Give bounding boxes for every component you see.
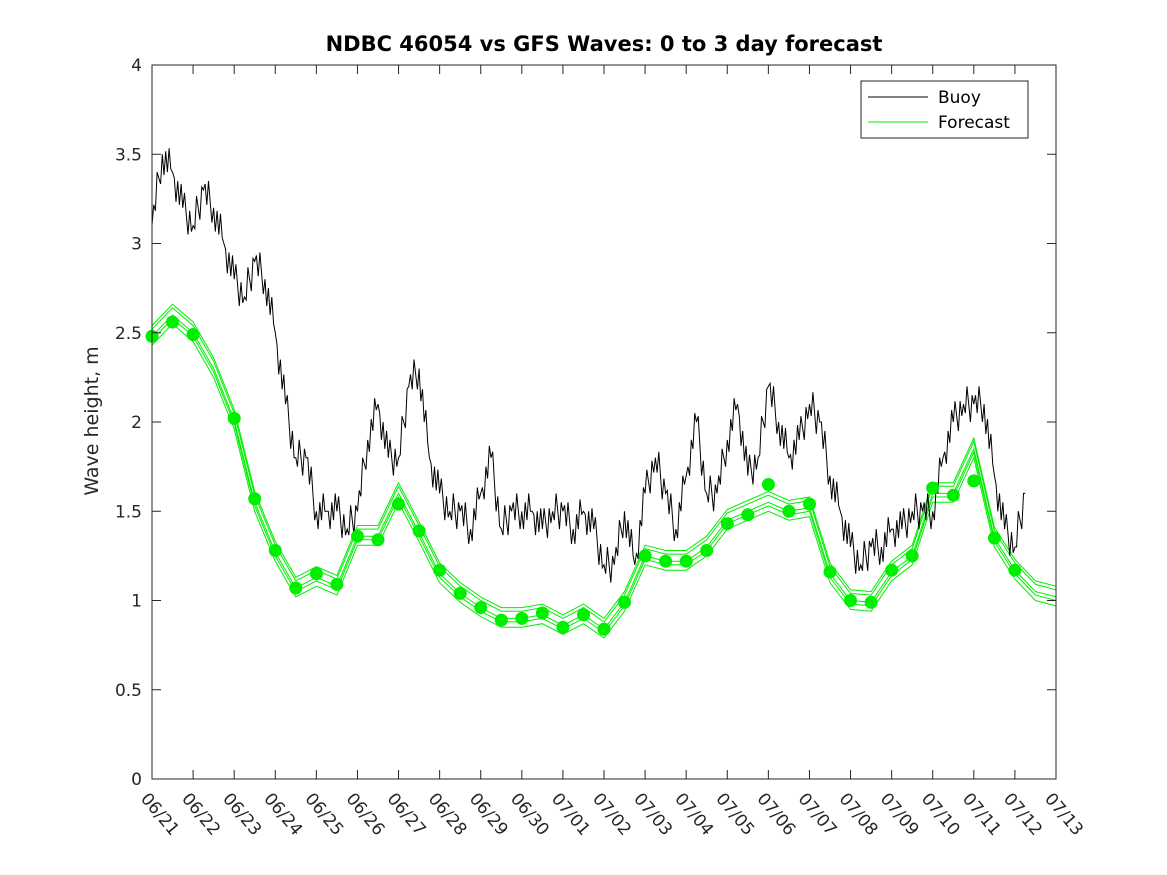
forecast-marker — [905, 549, 919, 563]
forecast-marker — [474, 601, 488, 615]
forecast-marker — [186, 328, 200, 341]
forecast-marker — [761, 478, 775, 491]
forecast-line-1 — [151, 307, 1057, 623]
forecast-marker — [597, 622, 611, 636]
legend-box — [860, 80, 1029, 139]
forecast-marker — [946, 488, 960, 502]
forecast-marker — [967, 474, 981, 488]
forecast-marker — [885, 563, 899, 577]
y-tick-label: 4 — [131, 56, 142, 76]
forecast-marker — [412, 524, 426, 538]
forecast-marker — [371, 533, 385, 547]
plot-area: 00.511.522.533.54 06/2106/2206/2306/2406… — [115, 56, 1087, 840]
y-tick-label: 0.5 — [115, 681, 142, 701]
forecast-marker — [433, 563, 447, 577]
y-axis: 0 0.5 1 1.5 2 2.5 3 3.5 4 — [115, 56, 1056, 790]
forecast-marker — [268, 544, 282, 557]
y-tick-label: 1.5 — [115, 502, 142, 522]
y-tick-label: 0 — [131, 770, 142, 790]
y-tick-label: 2 — [131, 413, 142, 433]
forecast-marker — [577, 608, 590, 622]
chart-title: NDBC 46054 vs GFS Waves: 0 to 3 day fore… — [326, 32, 883, 56]
forecast-marker — [618, 595, 631, 609]
forecast-marker — [494, 613, 508, 627]
forecast-marker — [926, 481, 940, 495]
forecast-marker — [556, 620, 570, 634]
forecast-marker — [227, 411, 241, 425]
plot-background — [152, 65, 1056, 779]
forecast-marker — [330, 577, 344, 591]
forecast-marker — [803, 497, 816, 511]
forecast-line-4 — [151, 303, 1057, 620]
series-layer — [145, 148, 1057, 639]
forecast-marker — [987, 531, 1001, 545]
y-tick-label: 3.5 — [115, 145, 142, 165]
forecast-marker — [741, 508, 755, 522]
y-tick-label: 2.5 — [115, 324, 142, 344]
forecast-marker — [844, 594, 857, 607]
forecast-marker — [782, 504, 796, 518]
legend-label-forecast: Forecast — [938, 113, 1010, 133]
forecast-marker — [289, 581, 303, 595]
forecast-marker — [720, 517, 734, 531]
legend-label-buoy: Buoy — [938, 88, 981, 108]
forecast-line-0 — [151, 323, 1057, 639]
y-axis-label: Wave height, m — [81, 346, 103, 495]
forecast-marker — [392, 497, 405, 511]
forecast-marker — [638, 549, 652, 563]
forecast-marker — [351, 529, 364, 543]
y-tick-label: 1 — [131, 592, 142, 612]
forecast-marker — [1008, 563, 1022, 577]
forecast-marker — [535, 606, 549, 620]
forecast-marker — [659, 554, 673, 568]
forecast-marker — [166, 315, 179, 329]
forecast-marker — [248, 492, 262, 506]
legend: Buoy Forecast — [860, 80, 1029, 139]
forecast-marker — [453, 586, 467, 600]
forecast-marker — [700, 544, 714, 557]
buoy-line — [151, 148, 1026, 583]
y-tick-label: 3 — [131, 235, 142, 255]
forecast-marker — [309, 567, 323, 581]
forecast-marker — [823, 565, 837, 579]
forecast-marker — [515, 611, 529, 625]
forecast-marker — [679, 554, 693, 568]
forecast-marker — [864, 595, 878, 609]
